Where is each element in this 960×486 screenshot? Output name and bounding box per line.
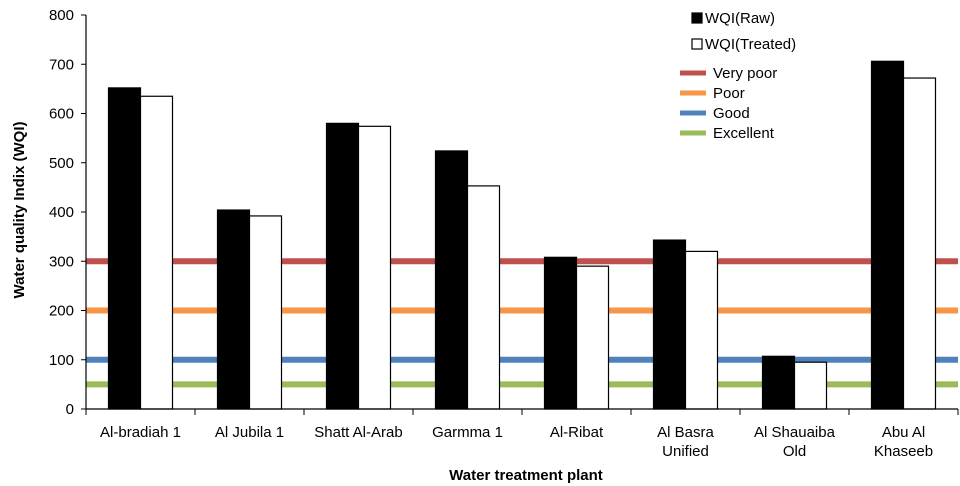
x-category-label: Al-bradiah 1	[100, 424, 181, 441]
x-category-label: Old	[783, 443, 806, 460]
legend-label-treated: WQI(Treated)	[705, 36, 796, 53]
x-categories: Al-bradiah 1 Al Jubila 1 Shatt Al-Arab Garm…	[100, 424, 933, 460]
bar-raw-1	[216, 209, 251, 410]
y-tick-label: 0	[66, 401, 74, 418]
x-category-label: Garmma 1	[432, 424, 503, 441]
x-category-label: Al-Ribat	[550, 424, 604, 441]
axes	[85, 15, 959, 415]
x-category-label: Khaseeb	[874, 443, 933, 460]
reference-lines	[86, 258, 958, 388]
y-tick-label: 800	[49, 7, 74, 24]
x-category-label: Al Jubila 1	[215, 424, 284, 441]
legend-label-poor: Poor	[713, 85, 745, 102]
x-category-label: Al Shauaiba	[754, 424, 836, 441]
bar-raw-0	[107, 87, 142, 410]
y-tick-label: 700	[49, 56, 74, 73]
legend-label-good: Good	[713, 105, 750, 122]
bar-treated-3	[466, 185, 501, 410]
bar-treated-6	[793, 361, 828, 410]
x-category-label: Unified	[662, 443, 709, 460]
bars	[107, 60, 937, 410]
y-tick-label: 100	[49, 352, 74, 369]
bar-treated-1	[248, 215, 283, 410]
x-category-label: Abu Al	[882, 424, 925, 441]
x-category-label: Shatt Al-Arab	[314, 424, 402, 441]
y-ticks: 0 100 200 300 400 500 600 700 800	[49, 7, 86, 418]
legend-label-raw: WQI(Raw)	[705, 10, 775, 27]
x-axis-title: Water treatment plant	[449, 467, 603, 484]
bar-treated-0	[139, 95, 174, 410]
bar-raw-5	[652, 239, 687, 410]
legend-label-very-poor: Very poor	[713, 65, 777, 82]
bar-raw-2	[325, 122, 360, 410]
bar-treated-7	[902, 77, 937, 410]
bar-treated-2	[357, 125, 392, 410]
legend-swatch-raw	[691, 12, 703, 24]
legend: WQI(Raw) WQI(Treated) Very poor Poor Good Exc…	[680, 10, 796, 142]
y-tick-label: 300	[49, 253, 74, 270]
bar-raw-6	[761, 355, 796, 410]
y-tick-label: 400	[49, 204, 74, 221]
bar-raw-7	[870, 60, 905, 410]
bar-raw-3	[434, 150, 469, 410]
bar-treated-4	[575, 265, 610, 410]
x-category-label: Al Basra	[657, 424, 714, 441]
y-tick-label: 200	[49, 303, 74, 320]
legend-swatch-treated	[691, 38, 703, 50]
y-tick-label: 600	[49, 106, 74, 123]
y-axis-title: Water quality Indix (WQI)	[11, 122, 28, 299]
bar-treated-5	[684, 250, 719, 410]
legend-label-excellent: Excellent	[713, 125, 775, 142]
y-tick-label: 500	[49, 155, 74, 172]
bar-raw-4	[543, 256, 578, 410]
